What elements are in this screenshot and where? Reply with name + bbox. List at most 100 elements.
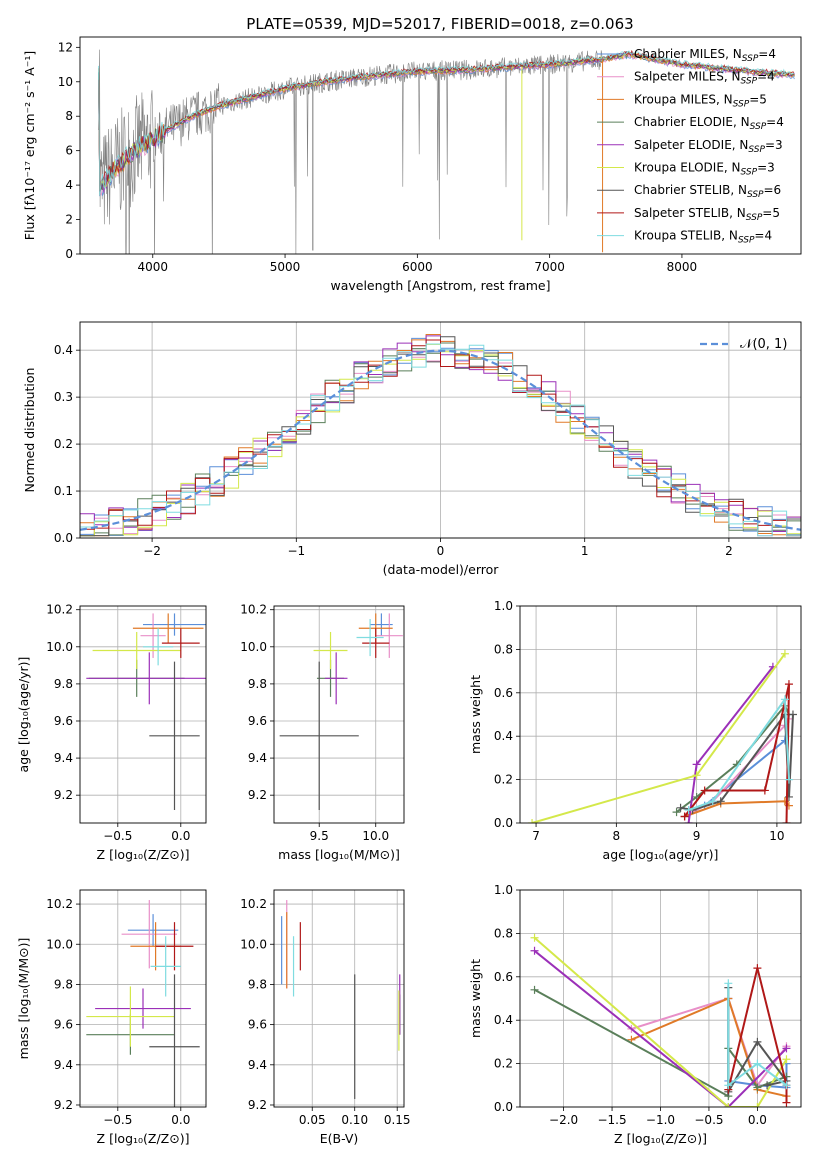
y-tick-label: 9.6 [248, 714, 267, 728]
y-tick-label: 0.6 [494, 970, 513, 984]
weight-point-marker [530, 946, 539, 955]
x-tick-label: 0.05 [299, 1113, 326, 1127]
x-tick-label: 4000 [137, 260, 168, 274]
weight-lines [530, 933, 791, 1107]
y-tick-label: 0.2 [494, 773, 513, 787]
plot-frame [273, 889, 405, 1108]
weight-series-line [727, 983, 788, 1088]
normal-curve [80, 349, 801, 531]
y-tick-label: 9.2 [54, 788, 73, 802]
legend-label: Chabrier STELIB, NSSP=6 [634, 183, 781, 200]
x-tick-label: 6000 [402, 260, 433, 274]
x-tick-label: 9 [693, 829, 701, 843]
plot-frame [79, 321, 802, 539]
x-tick-label: 0.0 [171, 1113, 190, 1127]
legend-label: Salpeter MILES, NSSP=4 [634, 70, 775, 87]
x-tick-label: 0.10 [341, 1113, 368, 1127]
weight-point-marker [782, 819, 791, 823]
x-tick-label: 9.5 [310, 829, 329, 843]
x-tick-label: 1 [581, 544, 589, 558]
weight-series-line [531, 653, 786, 823]
panel-spectrum: 4000 5000 6000 7000 8000 0 2 4 6 8 10 12 wavelength … [22, 36, 802, 293]
model-spectrum-line [98, 51, 795, 190]
x-tick-label: 8000 [667, 260, 698, 274]
y-tick-label: 9.8 [248, 977, 267, 991]
y-tick-label: 10.0 [46, 937, 73, 951]
y-tick-label: 6 [65, 144, 73, 158]
x-tick-label: 10.0 [362, 829, 389, 843]
y-axis-label: age [log₁₀(age/yr)] [16, 657, 31, 773]
weight-point-marker [753, 1083, 762, 1092]
y-tick-label: 0.0 [494, 816, 513, 830]
legend-n: =6 [764, 183, 782, 197]
legend-sub: SSP [742, 54, 759, 64]
x-tick-label: −1 [287, 544, 305, 558]
errorbars [86, 613, 206, 811]
legend-sub: SSP [741, 77, 758, 87]
legend-label: Kroupa STELIB, NSSP=4 [634, 229, 772, 246]
weight-point-marker [528, 819, 537, 823]
y-tick-label: 9.2 [248, 1098, 267, 1112]
y-tick-label: 9.6 [54, 1018, 73, 1032]
x-tick-label: 0.0 [171, 829, 190, 843]
plot-frame [519, 605, 802, 824]
y-tick-label: 0.2 [494, 1057, 513, 1071]
legend-label: Kroupa MILES, NSSP=5 [634, 92, 767, 109]
y-tick-label: 9.4 [54, 1058, 73, 1072]
panel-mass-vs-Z: −0.5 0.0 9.2 9.4 9.6 9.8 10.0 10.2 Z [log₁₀(Z/Z⊙… [16, 889, 207, 1146]
weight-point-marker [684, 819, 693, 823]
x-axis-label: E(B-V) [320, 1131, 359, 1146]
weight-point-marker [782, 1055, 791, 1064]
panel-residuals: −2 −1 0 1 2 0.0 0.1 0.2 0.3 0.4 (data-model)/error… [22, 321, 802, 577]
legend-label: Kroupa ELODIE, NSSP=3 [634, 161, 775, 178]
weight-point-marker [684, 805, 693, 814]
y-tick-label: 0.0 [54, 531, 73, 545]
weight-point-marker [708, 797, 717, 806]
weight-point-marker [763, 1081, 772, 1090]
y-tick-label: 10 [58, 75, 73, 89]
x-tick-label: 5000 [270, 260, 301, 274]
x-axis-label: Z [log₁₀(Z/Z⊙)] [97, 847, 190, 862]
weight-series-line [533, 936, 788, 1107]
x-tick-label: 0 [437, 544, 445, 558]
weight-point-marker [753, 1059, 762, 1068]
x-tick-label: −2 [143, 544, 161, 558]
y-tick-label: 0.4 [494, 1013, 513, 1027]
y-tick-label: 9.4 [54, 751, 73, 765]
weight-point-marker [724, 979, 733, 988]
plot-frame [273, 605, 405, 824]
weight-point-marker [782, 1044, 791, 1053]
x-tick-label: 0.0 [748, 1113, 767, 1127]
y-tick-label: 0.8 [494, 926, 513, 940]
weight-point-marker [788, 710, 797, 719]
weight-point-marker [724, 1103, 733, 1107]
weight-lines [528, 649, 797, 823]
y-tick-label: 10.2 [240, 603, 267, 617]
plot-frame [79, 889, 207, 1108]
x-axis-label: wavelength [Angstrom, rest frame] [330, 278, 550, 293]
weight-point-marker [760, 786, 769, 795]
y-tick-label: 9.4 [248, 751, 267, 765]
y-tick-label: 4 [65, 178, 73, 192]
x-tick-label: −0.5 [103, 1113, 132, 1127]
y-tick-label: 10.0 [240, 937, 267, 951]
weight-point-marker [530, 985, 539, 994]
x-tick-label: −0.5 [694, 1113, 723, 1127]
y-tick-label: 10.0 [46, 640, 73, 654]
weight-point-marker [784, 775, 793, 784]
weight-point-marker [700, 786, 709, 795]
legend-sub: SSP [746, 213, 763, 223]
weight-series-line [631, 997, 787, 1098]
weight-point-marker [753, 1037, 762, 1046]
x-tick-label: 7000 [534, 260, 565, 274]
legend-label: 𝒩(0, 1) [740, 337, 787, 352]
y-tick-label: 0.4 [494, 729, 513, 743]
legend-label: Salpeter STELIB, NSSP=5 [634, 206, 780, 223]
errorbars [86, 900, 200, 1107]
y-axis-label: Flux [fλ10⁻¹⁷ erg cm⁻² s⁻¹ A⁻¹] [22, 51, 37, 240]
panel-age-vs-Z: −0.5 0.0 9.2 9.4 9.6 9.8 10.0 10.2 Z [log₁₀(Z/Z⊙… [16, 603, 207, 862]
legend-label: Chabrier MILES, NSSP=4 [634, 47, 776, 64]
x-axis-label: Z [log₁₀(Z/Z⊙)] [97, 1131, 190, 1146]
x-tick-label: −1.5 [597, 1113, 626, 1127]
weight-point-marker [692, 771, 701, 780]
